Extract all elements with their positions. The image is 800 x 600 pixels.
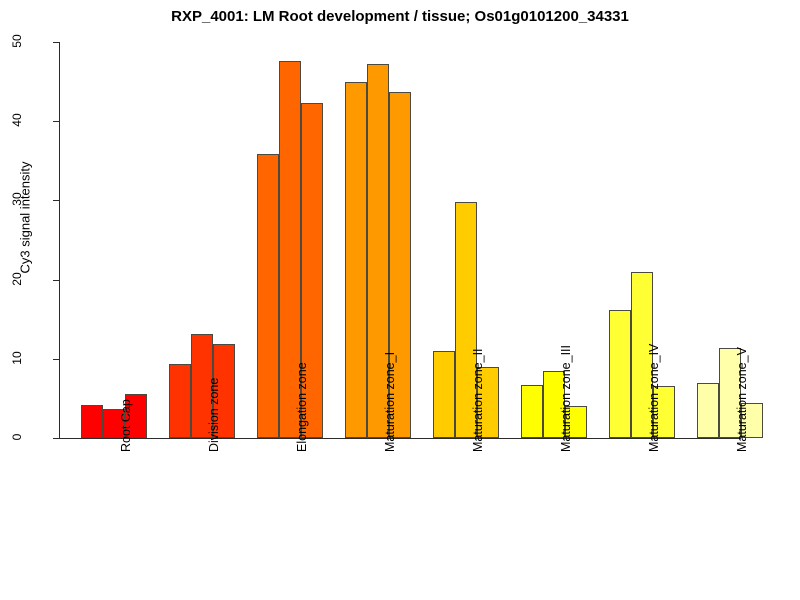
bar — [279, 61, 301, 438]
bar — [631, 272, 653, 438]
chart-title: RXP_4001: LM Root development / tissue; … — [171, 8, 629, 25]
bar — [653, 385, 675, 438]
bar — [367, 64, 389, 438]
bar — [543, 371, 565, 438]
x-axis-line — [59, 438, 741, 439]
x-axis-label: Maturation zone_II — [471, 348, 485, 452]
bar — [345, 81, 367, 438]
bar — [433, 350, 455, 438]
bar — [81, 404, 103, 438]
bar — [565, 405, 587, 438]
x-axis-label: Maturation zone_V — [735, 347, 749, 452]
y-axis-line — [59, 42, 60, 439]
bar — [169, 363, 191, 438]
y-axis-title: Cy3 signal intensity — [17, 161, 33, 274]
bar — [521, 384, 543, 438]
bar — [477, 366, 499, 438]
bar — [719, 347, 741, 438]
y-tick-mark — [53, 438, 59, 439]
x-axis-label: Maturation zone_III — [559, 344, 573, 452]
bar — [103, 409, 125, 438]
bar — [125, 394, 147, 438]
y-tick-label: 10 — [10, 351, 24, 365]
bar — [191, 334, 213, 438]
x-axis-label: Root Cap — [119, 399, 133, 452]
y-tick-mark — [53, 279, 59, 281]
bar — [455, 201, 477, 438]
bar — [697, 382, 719, 438]
y-tick-label: 50 — [10, 34, 24, 48]
x-axis-label: Maturation zone_IV — [647, 343, 661, 452]
bar — [213, 343, 235, 438]
bar — [301, 102, 323, 438]
bar — [741, 403, 763, 438]
x-axis-label: Division zone — [207, 377, 221, 452]
y-tick-mark — [53, 42, 59, 43]
bar — [389, 91, 411, 438]
x-axis-label: Maturation zone_I — [383, 351, 397, 452]
y-tick-mark — [53, 200, 59, 202]
bar — [609, 310, 631, 438]
y-tick-mark — [53, 358, 59, 360]
y-tick-label: 0 — [10, 433, 24, 441]
x-axis-label: Elongation zone — [295, 362, 309, 452]
bar — [257, 154, 279, 438]
y-tick-mark — [53, 121, 59, 123]
